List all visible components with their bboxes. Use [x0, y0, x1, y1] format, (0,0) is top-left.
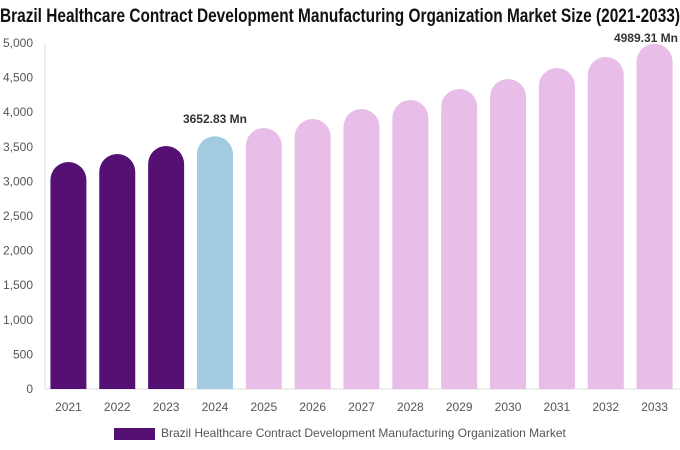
y-tick-label: 2,500 [3, 209, 33, 223]
x-tick-label: 2023 [153, 400, 180, 414]
x-tick-label: 2022 [104, 400, 131, 414]
x-tick-label: 2026 [299, 400, 326, 414]
y-tick-label: 0 [26, 382, 33, 396]
bar-2023 [148, 146, 185, 389]
data-label: 3652.83 Mn [183, 112, 247, 126]
x-tick-label: 2032 [592, 400, 619, 414]
y-tick-label: 1,500 [3, 278, 33, 292]
x-tick-label: 2029 [446, 400, 473, 414]
y-tick-label: 3,500 [3, 140, 33, 154]
x-tick-label: 2021 [55, 400, 82, 414]
bar-2031 [538, 67, 575, 389]
x-tick-label: 2028 [397, 400, 424, 414]
bar-2028 [392, 100, 429, 389]
y-tick-label: 5,000 [3, 36, 33, 50]
y-tick-label: 1,000 [3, 313, 33, 327]
x-tick-label: 2024 [202, 400, 229, 414]
bar-2022 [99, 154, 136, 389]
bar-2025 [245, 127, 282, 390]
y-tick-label: 3,000 [3, 174, 33, 188]
bar-2029 [441, 89, 478, 389]
x-tick-label: 2025 [250, 400, 277, 414]
bar-2032 [587, 56, 624, 390]
legend-label: Brazil Healthcare Contract Development M… [161, 426, 567, 440]
y-tick-label: 2,000 [3, 244, 33, 258]
bar-2021 [50, 162, 87, 389]
y-tick-label: 4,000 [3, 105, 33, 119]
bar-2033 [636, 43, 673, 389]
bar-2024 [196, 136, 233, 389]
y-tick-label: 4,500 [3, 71, 33, 85]
data-label: 4989.31 Mn [614, 31, 678, 45]
legend: Brazil Healthcare Contract Development M… [114, 426, 567, 440]
y-tick-label: 500 [13, 347, 33, 361]
x-tick-label: 2031 [544, 400, 571, 414]
chart-title: Brazil Healthcare Contract Development M… [0, 6, 680, 27]
bar-2027 [343, 109, 380, 390]
legend-swatch [114, 428, 155, 440]
x-tick-label: 2033 [641, 400, 668, 414]
x-tick-label: 2027 [348, 400, 375, 414]
bar-2026 [294, 118, 331, 389]
bar-2030 [490, 78, 527, 389]
x-tick-label: 2030 [495, 400, 522, 414]
